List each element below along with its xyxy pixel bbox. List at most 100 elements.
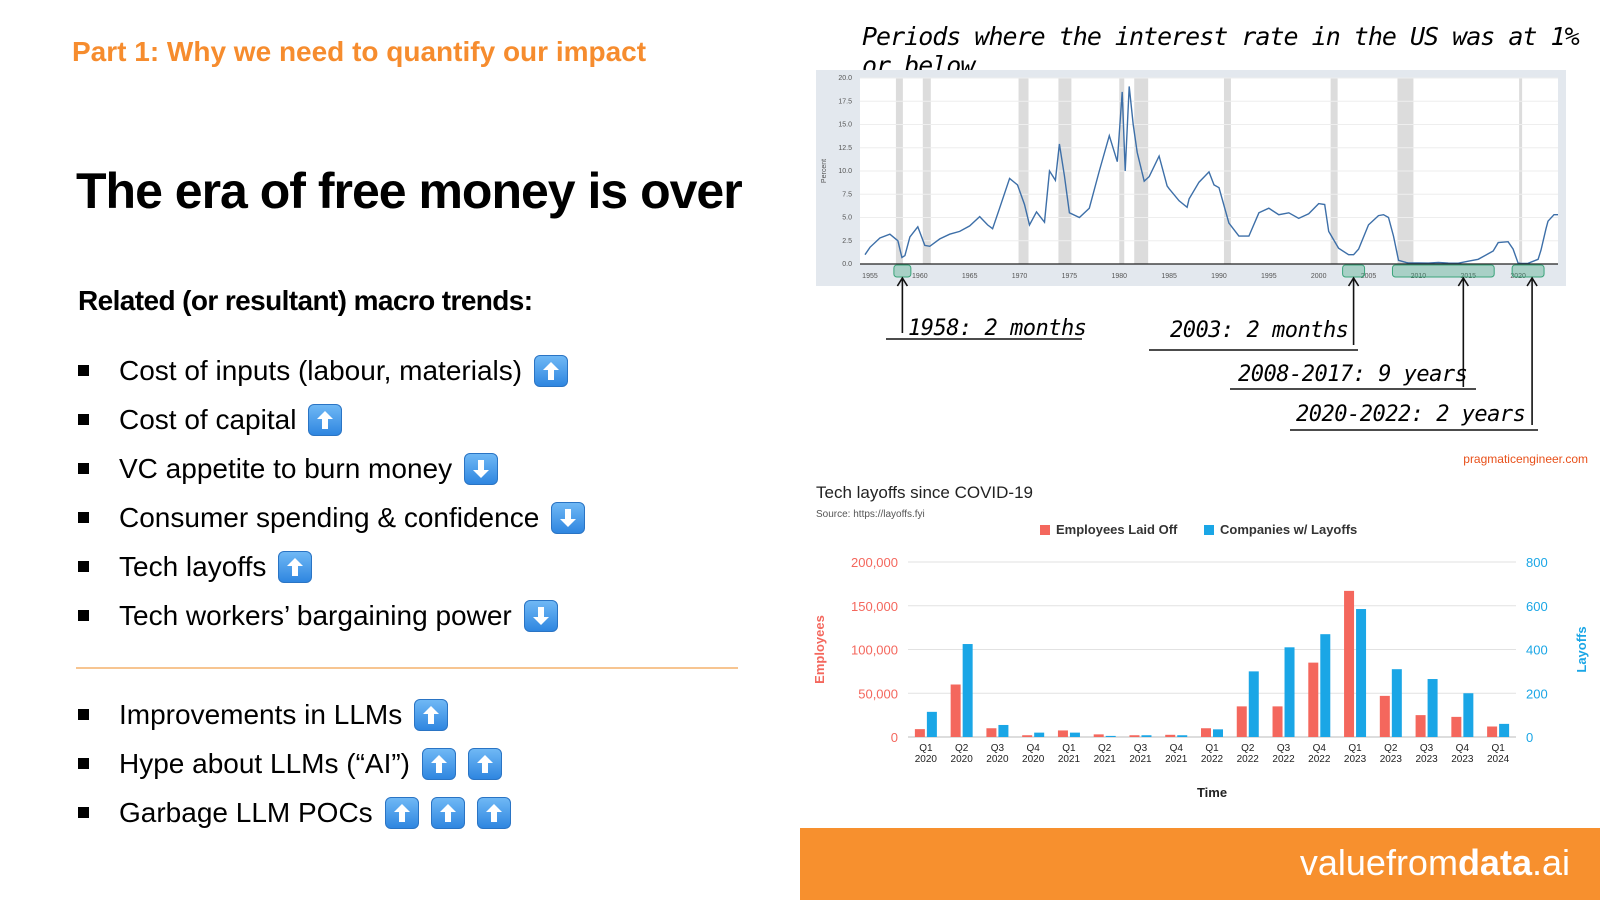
- up-arrow-icon: [422, 747, 456, 780]
- x-tick-label: 2021: [1058, 754, 1081, 765]
- bar-employees: [1379, 695, 1390, 737]
- trend-item: Cost of inputs (labour, materials): [78, 346, 597, 395]
- y-tick-label: 10.0: [838, 168, 852, 175]
- trend-label: Garbage LLM POCs: [119, 796, 373, 828]
- bar-companies: [1248, 671, 1259, 737]
- bar-employees: [1415, 715, 1426, 737]
- bullet-square: [78, 758, 89, 769]
- trend-item: Tech workers’ bargaining power: [78, 591, 597, 640]
- x-tick-label: Q1: [1205, 743, 1219, 754]
- annotation-1958: 1958: 2 months: [908, 316, 1087, 341]
- trend-label: Cost of inputs (labour, materials): [119, 354, 523, 386]
- section-divider: [76, 667, 738, 669]
- bar-companies: [1320, 634, 1331, 737]
- bar-employees: [1272, 706, 1283, 737]
- layoffs-chart: Employees Laid Off Companies w/ Layoffs 0 0…: [812, 522, 1589, 800]
- bullet-square: [78, 807, 89, 818]
- annotation-2008-2017: 2008-2017: 9 years: [1238, 362, 1468, 387]
- x-tick-label: Q2: [1384, 743, 1398, 754]
- x-tick-label: Q1: [1348, 743, 1362, 754]
- y2-tick-label: 400: [1526, 643, 1548, 658]
- up-arrow-icon: [476, 796, 511, 829]
- bar-companies: [1284, 647, 1295, 737]
- annotation-2003: 2003: 2 months: [1170, 318, 1349, 343]
- x-tick-label: 2021: [1165, 754, 1188, 765]
- x-tick-label: Q1: [1062, 743, 1076, 754]
- y-tick-label: 20.0: [838, 75, 852, 82]
- x-tick-label: 2022: [1308, 754, 1331, 765]
- x-axis-label: Time: [1197, 785, 1227, 800]
- x-tick-label: Q3: [1134, 743, 1148, 754]
- x-tick-label: 2022: [1201, 754, 1224, 765]
- brand-logo: valuefromdata.ai: [1299, 842, 1570, 883]
- y-tick-label: 0: [891, 730, 898, 745]
- bar-employees: [1201, 728, 1211, 737]
- trend-item: Cost of capital: [78, 395, 597, 444]
- low-rate-period-highlight: [1511, 264, 1545, 278]
- bar-employees: [1236, 706, 1247, 737]
- x-tick-label: 2021: [1129, 754, 1152, 765]
- up-arrow-icon: [278, 550, 313, 583]
- up-arrow-icon: [430, 796, 465, 829]
- bar-companies: [1141, 735, 1152, 737]
- layoffs-chart-title: Tech layoffs since COVID-19: [816, 483, 1033, 502]
- trend-label: Cost of capital: [119, 403, 297, 435]
- x-tick-label: 2005: [1361, 273, 1377, 280]
- x-tick-label: Q1: [1491, 743, 1505, 754]
- y-tick-label: 12.5: [838, 145, 852, 152]
- bar-employees: [950, 684, 961, 737]
- x-tick-label: Q2: [955, 743, 969, 754]
- x-tick-label: 2022: [1272, 754, 1295, 765]
- trend-label: Improvements in LLMs: [119, 698, 403, 730]
- y-tick-label: 15.0: [838, 122, 852, 129]
- bullet-square: [78, 561, 89, 572]
- y2-tick-label: 200: [1526, 686, 1548, 701]
- x-tick-label: 2021: [1094, 754, 1117, 765]
- y-tick-label: 5.0: [842, 215, 852, 222]
- y-tick-label: 100,000: [851, 643, 898, 658]
- up-arrow-icon: [534, 354, 569, 387]
- x-tick-label: Q4: [1313, 743, 1327, 754]
- page-title: The era of free money is over: [76, 163, 743, 219]
- bullet-square: [78, 709, 89, 720]
- low-rate-period-highlight: [893, 264, 912, 278]
- trend-label: Hype about LLMs (“AI”): [119, 747, 410, 779]
- x-tick-label: 1955: [862, 273, 878, 280]
- bullet-square: [78, 365, 89, 376]
- trends-subheading: Related (or resultant) macro trends:: [78, 285, 533, 316]
- up-arrow-icon: [308, 403, 343, 436]
- x-tick-label: 2020: [951, 754, 974, 765]
- trend-item: VC appetite to burn money: [78, 444, 597, 493]
- y2-axis-label: Layoffs: [1574, 626, 1589, 672]
- up-arrow-icon: [468, 747, 502, 780]
- legend-swatch-employees: [1040, 525, 1050, 535]
- y-tick-label: 150,000: [851, 599, 898, 614]
- bar-companies: [998, 724, 1009, 737]
- y-axis-label: Percent: [821, 159, 828, 183]
- bar-employees: [986, 728, 997, 737]
- bar-employees: [1344, 590, 1355, 737]
- up-arrow-icon: [414, 698, 449, 731]
- part-title: Part 1: Why we need to quantify our impa…: [72, 36, 647, 67]
- legend-label-employees: Employees Laid Off: [1056, 522, 1178, 537]
- x-tick-label: Q2: [1098, 743, 1112, 754]
- y-tick-label: 200,000: [851, 555, 898, 570]
- bar-employees: [1022, 735, 1033, 737]
- annotation-2020-2022: 2020-2022: 2 years: [1296, 402, 1526, 427]
- chart-credit: pragmaticengineer.com: [1463, 452, 1588, 466]
- trend-label: VC appetite to burn money: [119, 452, 453, 484]
- x-tick-label: 2024: [1487, 754, 1510, 765]
- bar-employees: [1057, 730, 1068, 737]
- x-tick-label: Q1: [919, 743, 933, 754]
- trend-item: Tech layoffs: [78, 542, 597, 591]
- y2-tick-label: 600: [1526, 599, 1548, 614]
- bar-companies: [1427, 679, 1438, 737]
- y-axis-label: Employees: [812, 615, 827, 684]
- x-tick-label: Q4: [1027, 743, 1041, 754]
- x-tick-label: Q3: [991, 743, 1005, 754]
- low-rate-period-highlight: [1391, 264, 1495, 278]
- bar-companies: [1391, 669, 1402, 737]
- x-tick-label: 2022: [1237, 754, 1260, 765]
- down-arrow-icon: [464, 452, 499, 485]
- x-tick-label: Q2: [1241, 743, 1255, 754]
